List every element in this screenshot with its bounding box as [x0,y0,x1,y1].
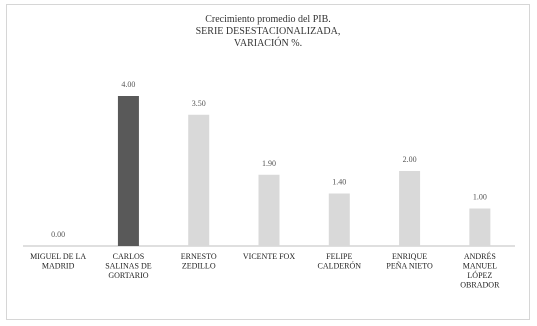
category-label-line: SALINAS DE [105,262,152,271]
category-label-line: PEÑA NIETO [386,261,433,271]
bar-6 [469,208,491,246]
value-label-6: 1.00 [473,193,487,202]
category-label-1: CARLOS SALINAS DE GORTARIO [105,252,152,280]
category-label-2: ERNESTO ZEDILLO [181,252,217,271]
category-label-line: MANUEL [463,262,497,271]
category-label-line: CARLOS [113,252,145,261]
category-label-line: ANDRÉS [464,251,496,261]
category-label-line: LÓPEZ [467,270,492,280]
category-label-line: GORTARIO [108,271,148,280]
value-label-0: 0.00 [51,230,65,239]
chart-title-line-2: SERIE DESESTACIONALIZADA, [195,26,341,37]
value-label-5: 2.00 [403,155,417,164]
value-label-3: 1.90 [262,159,276,168]
category-label-line: ERNESTO [181,252,217,261]
category-label-6: ANDRÉS MANUEL LÓPEZ OBRADOR [460,251,500,290]
category-label-line: ENRIQUE [392,252,427,261]
category-label-3: VICENTE FOX [243,252,295,261]
category-label-line: ZEDILLO [182,262,216,271]
bar-chart: 0.00 MIGUEL DE LA MADRID 4.00 CARLOS SALINAS … [23,80,515,290]
category-label-4: FELIPE CALDERÓN [318,252,362,271]
bar-2 [188,114,210,246]
category-label-line: MADRID [42,262,75,271]
value-label-1: 4.00 [121,80,135,89]
value-label-4: 1.40 [332,178,346,187]
chart-title: Crecimiento promedio del PIB. SERIE DESE… [7,14,529,50]
chart-title-line-3: VARIACIÓN %. [233,38,303,49]
category-label-5: ENRIQUE PEÑA NIETO [386,252,433,271]
category-label-0: MIGUEL DE LA MADRID [30,252,86,271]
bar-3 [258,174,280,246]
category-label-line: MIGUEL DE LA [30,252,86,261]
chart-frame: Crecimiento promedio del PIB. SERIE DESE… [6,4,530,320]
category-label-line: OBRADOR [460,281,500,290]
category-label-line: VICENTE FOX [243,252,295,261]
bar-4 [328,193,350,246]
category-label-line: FELIPE [326,252,352,261]
bar-5 [399,171,421,246]
value-label-2: 3.50 [192,99,206,108]
category-label-line: CALDERÓN [318,261,362,271]
chart-title-line-1: Crecimiento promedio del PIB. [205,14,331,25]
bar-1 [117,96,139,246]
